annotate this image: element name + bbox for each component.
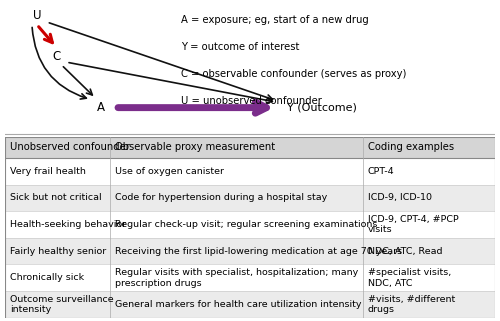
Text: C: C <box>52 50 60 63</box>
Text: U = unobserved confounder: U = unobserved confounder <box>182 96 322 106</box>
Bar <box>5 291 110 318</box>
Text: ICD-9, CPT-4, #PCP
visits: ICD-9, CPT-4, #PCP visits <box>368 215 458 234</box>
Text: A = exposure; eg, start of a new drug: A = exposure; eg, start of a new drug <box>182 15 369 25</box>
Text: Sick but not critical: Sick but not critical <box>10 193 102 202</box>
Text: C = observable confounder (serves as proxy): C = observable confounder (serves as pro… <box>182 69 407 79</box>
Bar <box>110 291 362 318</box>
Text: Code for hypertension during a hospital stay: Code for hypertension during a hospital … <box>115 193 328 202</box>
Bar <box>5 158 110 185</box>
Bar <box>5 265 110 291</box>
Bar <box>362 185 495 211</box>
Bar <box>110 137 362 158</box>
Text: Coding examples: Coding examples <box>368 143 454 152</box>
Bar <box>362 211 495 238</box>
Bar <box>5 185 110 211</box>
Text: General markers for health care utilization intensity: General markers for health care utilizat… <box>115 300 362 309</box>
Bar <box>110 211 362 238</box>
Text: Y = outcome of interest: Y = outcome of interest <box>182 42 300 52</box>
Text: Observable proxy measurement: Observable proxy measurement <box>115 143 276 152</box>
Text: Health-seeking behavior: Health-seeking behavior <box>10 220 126 229</box>
Text: #specialist visits,
NDC, ATC: #specialist visits, NDC, ATC <box>368 268 451 288</box>
Text: U: U <box>32 9 41 22</box>
Bar <box>110 185 362 211</box>
Bar <box>110 265 362 291</box>
Text: ICD-9, ICD-10: ICD-9, ICD-10 <box>368 193 432 202</box>
Text: A: A <box>96 101 104 114</box>
Text: Regular visits with specialist, hospitalization; many
prescription drugs: Regular visits with specialist, hospital… <box>115 268 358 288</box>
Text: Outcome surveillance
intensity: Outcome surveillance intensity <box>10 295 114 314</box>
Text: Unobserved confounder: Unobserved confounder <box>10 143 130 152</box>
Bar <box>362 265 495 291</box>
Text: Receiving the first lipid-lowering medication at age 70 years: Receiving the first lipid-lowering medic… <box>115 247 403 256</box>
Text: CPT-4: CPT-4 <box>368 167 394 176</box>
Bar <box>5 238 110 265</box>
Text: NDC, ATC, Read: NDC, ATC, Read <box>368 247 442 256</box>
Text: Regular check-up visit; regular screening examinations: Regular check-up visit; regular screenin… <box>115 220 378 229</box>
Bar <box>110 238 362 265</box>
Text: Use of oxygen canister: Use of oxygen canister <box>115 167 224 176</box>
Text: Very frail health: Very frail health <box>10 167 86 176</box>
Bar <box>362 238 495 265</box>
Bar <box>110 158 362 185</box>
Text: Fairly healthy senior: Fairly healthy senior <box>10 247 106 256</box>
Bar <box>5 137 110 158</box>
Text: Chronically sick: Chronically sick <box>10 273 84 282</box>
Bar <box>362 291 495 318</box>
Bar <box>362 137 495 158</box>
Text: Y (Outcome): Y (Outcome) <box>287 103 356 113</box>
Text: #visits, #different
drugs: #visits, #different drugs <box>368 295 455 314</box>
Bar <box>362 158 495 185</box>
Bar <box>5 211 110 238</box>
